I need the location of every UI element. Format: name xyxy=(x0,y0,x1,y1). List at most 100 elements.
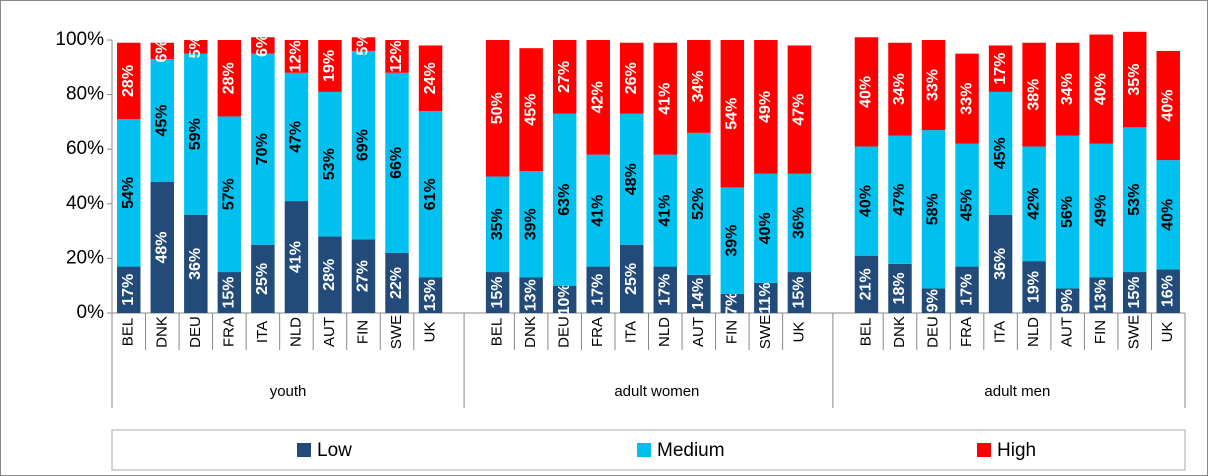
value-label: 17% xyxy=(656,274,673,306)
value-label: 33% xyxy=(925,69,942,101)
bar-segment xyxy=(921,130,946,289)
bar-segment xyxy=(1089,143,1113,278)
value-label: 15% xyxy=(1126,277,1143,309)
bar-segment xyxy=(485,40,510,177)
x-tick-label: FRA xyxy=(589,317,606,347)
bar-segment xyxy=(217,272,242,313)
x-tick-label: DNK xyxy=(891,316,908,348)
value-label: 6% xyxy=(154,39,171,62)
value-label: 15% xyxy=(791,277,808,309)
value-label: 12% xyxy=(288,40,305,72)
bar-segment xyxy=(854,37,879,147)
x-tick-label: AUT xyxy=(690,317,707,347)
bar-segment xyxy=(1055,135,1080,289)
group-label: adult women xyxy=(614,383,699,400)
value-label: 69% xyxy=(355,129,372,161)
x-tick-label: UK xyxy=(1159,322,1176,343)
bar-segment xyxy=(485,176,510,273)
value-label: 57% xyxy=(221,178,238,210)
legend-label: Medium xyxy=(657,440,725,461)
bar-segment xyxy=(653,42,678,155)
value-label: 28% xyxy=(321,259,338,291)
bar-segment xyxy=(351,37,376,51)
value-label: 21% xyxy=(858,268,875,300)
y-tick-label: 100% xyxy=(55,29,104,50)
bar-segment xyxy=(251,53,275,245)
x-tick-label: DNK xyxy=(522,316,539,348)
x-tick-label: ITA xyxy=(254,321,271,343)
bar-segment xyxy=(720,40,745,188)
bar-segment xyxy=(955,53,979,144)
value-label: 34% xyxy=(690,70,707,102)
bar-segment xyxy=(351,50,376,240)
bar-segment xyxy=(552,285,577,313)
bar-segment xyxy=(586,154,610,267)
bar-segment xyxy=(418,110,443,278)
value-label: 9% xyxy=(925,289,942,312)
bar-segment xyxy=(754,282,778,313)
bar-segment xyxy=(687,132,711,275)
bar-segment xyxy=(754,173,778,283)
value-label: 53% xyxy=(1126,184,1143,216)
y-tick-label: 0% xyxy=(77,302,105,323)
bar-segment xyxy=(1022,261,1046,313)
value-label: 36% xyxy=(791,207,808,239)
x-tick-label: FRA xyxy=(220,317,237,347)
value-label: 70% xyxy=(254,133,271,165)
value-label: 6% xyxy=(254,34,271,57)
bar-segment xyxy=(217,40,242,117)
bar-segment xyxy=(519,277,543,313)
bar-segment xyxy=(1156,269,1180,313)
value-label: 36% xyxy=(187,248,204,280)
legend-label: High xyxy=(997,440,1036,461)
bar-segment xyxy=(787,272,812,313)
value-label: 34% xyxy=(891,73,908,105)
value-label: 42% xyxy=(1025,188,1042,220)
bar-segment xyxy=(284,72,309,202)
value-label: 52% xyxy=(690,188,707,220)
x-tick-label: UK xyxy=(790,322,807,343)
value-label: 40% xyxy=(858,185,875,217)
value-label: 63% xyxy=(556,184,573,216)
value-label: 41% xyxy=(288,241,305,273)
value-label: 58% xyxy=(925,193,942,225)
bar-segment xyxy=(888,135,912,264)
bar-segment xyxy=(1022,42,1046,147)
value-label: 39% xyxy=(522,208,539,240)
value-label: 47% xyxy=(891,184,908,216)
bar-segment xyxy=(519,171,543,278)
legend-label: Low xyxy=(317,440,352,461)
value-label: 40% xyxy=(1159,199,1176,231)
legend-swatch xyxy=(977,443,991,457)
bar-segment xyxy=(318,40,342,92)
y-tick-label: 60% xyxy=(66,138,104,159)
value-label: 34% xyxy=(1059,73,1076,105)
value-label: 15% xyxy=(489,277,506,309)
x-tick-label: AUT xyxy=(321,317,338,347)
bar-segment xyxy=(619,244,644,313)
value-label: 45% xyxy=(958,189,975,221)
bar-segment xyxy=(418,277,443,313)
value-label: 9% xyxy=(1059,289,1076,312)
x-tick-label: NLD xyxy=(1025,317,1042,347)
bar-segment xyxy=(217,116,242,273)
value-label: 24% xyxy=(422,62,439,94)
bar-segment xyxy=(385,72,409,253)
value-label: 45% xyxy=(992,137,1009,169)
bar-segment xyxy=(854,255,879,313)
x-tick-label: FIN xyxy=(1092,320,1109,344)
bar-segment xyxy=(988,214,1013,313)
value-label: 59% xyxy=(187,118,204,150)
bar-segment xyxy=(787,173,812,273)
bar-segment xyxy=(1089,277,1113,313)
value-label: 61% xyxy=(422,178,439,210)
bar-segment xyxy=(720,187,745,294)
legend-swatch xyxy=(637,443,651,457)
x-tick-label: DNK xyxy=(153,316,170,348)
x-tick-label: SWE xyxy=(757,315,774,349)
value-label: 18% xyxy=(891,272,908,304)
x-tick-label: DEU xyxy=(924,316,941,348)
group-label: adult men xyxy=(984,383,1050,400)
bar-segment xyxy=(653,154,678,267)
bar-segment xyxy=(318,236,342,313)
